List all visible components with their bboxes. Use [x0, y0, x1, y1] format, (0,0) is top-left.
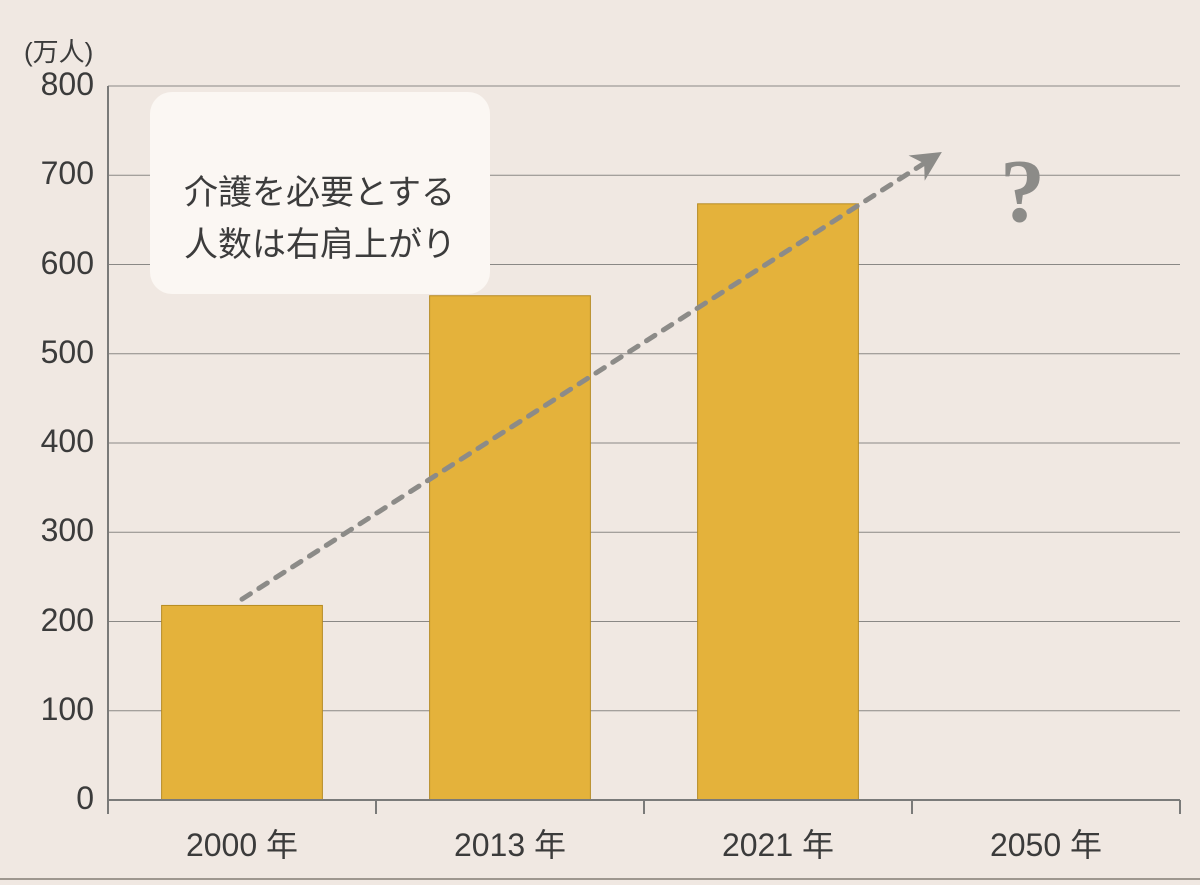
question-mark: ?: [1000, 140, 1045, 243]
y-tick-label: 800: [41, 66, 94, 103]
y-tick-label: 600: [41, 245, 94, 282]
bar: [162, 605, 323, 800]
chart-root: (万人) 介護を必要とする 人数は右肩上がり ? 0 100 200 300 400 50…: [0, 0, 1200, 885]
y-tick-label: 100: [41, 691, 94, 728]
bar: [430, 296, 591, 800]
y-tick-label: 200: [41, 602, 94, 639]
y-tick-label: 400: [41, 423, 94, 460]
callout-text: 介護を必要とする 人数は右肩上がり: [184, 174, 456, 265]
y-axis-unit-label: (万人): [24, 32, 93, 69]
x-tick-label: 2000 年: [108, 820, 376, 866]
y-tick-label: 500: [41, 334, 94, 371]
y-tick-label: 700: [41, 155, 94, 192]
bottom-rule: [0, 878, 1200, 880]
callout-box: 介護を必要とする 人数は右肩上がり: [150, 92, 490, 294]
x-tick-label: 2050 年: [912, 820, 1180, 866]
y-tick-label: 0: [76, 780, 94, 817]
x-tick-label: 2013 年: [376, 820, 644, 866]
y-tick-label: 300: [41, 512, 94, 549]
x-tick-label: 2021 年: [644, 820, 912, 866]
